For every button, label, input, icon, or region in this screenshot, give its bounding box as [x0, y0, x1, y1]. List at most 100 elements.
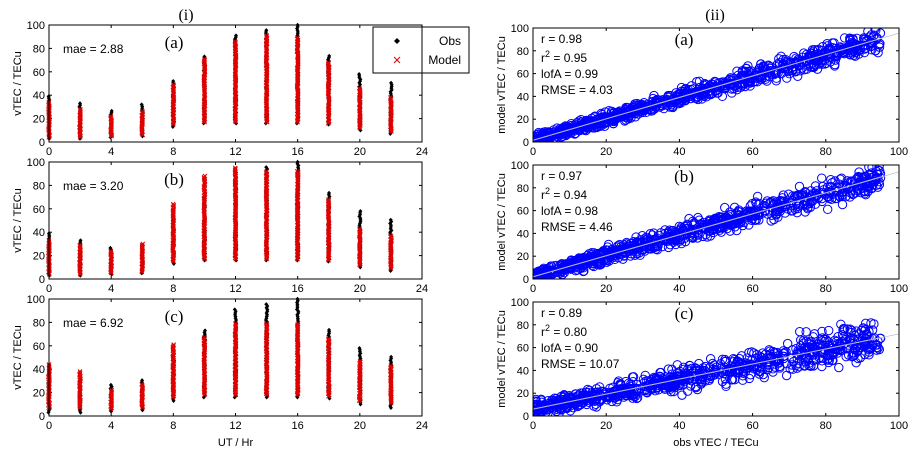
data-point: [752, 209, 763, 219]
stat-r2-sup: 2: [545, 186, 550, 196]
data-point: [773, 212, 783, 222]
model-marker: [326, 60, 331, 65]
data-point: [873, 182, 883, 192]
model-marker: [77, 106, 83, 112]
obs-marker: [358, 215, 363, 221]
obs-marker: [388, 89, 393, 94]
data-point: [845, 192, 855, 202]
data-point: [565, 126, 575, 137]
data-point: [775, 206, 785, 216]
data-point: [863, 178, 873, 189]
model-marker: [325, 386, 331, 392]
data-point: [832, 182, 842, 193]
data-point: [799, 65, 809, 75]
x-tick-label: 4: [108, 283, 114, 295]
x-tick-label: 16: [292, 146, 304, 158]
obs-marker: [264, 28, 269, 33]
model-marker: [108, 115, 114, 120]
y-tick-label: 0: [523, 411, 529, 423]
x-axis-label: obs vTEC / TECu: [673, 437, 758, 449]
stat-r: r = 0.97: [541, 169, 582, 183]
model-marker: [388, 364, 394, 370]
data-point: [656, 228, 666, 238]
data-point: [782, 73, 792, 83]
data-point: [704, 226, 714, 236]
model-marker: [202, 56, 207, 62]
panel-sublabel: (a): [165, 33, 184, 52]
y-tick-label: 40: [33, 90, 45, 102]
data-point: [820, 59, 830, 69]
obs-marker: [140, 378, 145, 383]
x-tick-label: 16: [292, 283, 304, 295]
model-marker: [108, 113, 114, 119]
data-point: [693, 230, 703, 240]
model-marker: [108, 249, 114, 255]
x-tick-label: 100: [890, 420, 908, 432]
obs-marker: [232, 191, 237, 196]
obs-marker: [295, 40, 300, 45]
x-tick-label: 12: [229, 146, 241, 158]
data-point: [849, 179, 860, 189]
model-marker: [170, 201, 176, 207]
obs-marker: [234, 33, 239, 38]
data-point: [734, 215, 745, 225]
model-marker: [233, 166, 238, 172]
stat-r2-sup: 2: [545, 49, 550, 59]
model-marker: [357, 86, 363, 92]
x-tick-label: 80: [820, 146, 832, 158]
data-point: [650, 102, 661, 112]
data-point: [863, 28, 873, 37]
data-point: [725, 74, 735, 84]
scatter-points: [533, 318, 899, 416]
data-point: [693, 94, 703, 105]
data-point: [738, 79, 748, 89]
y-tick-label: 100: [27, 20, 45, 32]
data-point: [590, 254, 600, 264]
data-point: [697, 94, 707, 104]
data-point: [613, 108, 624, 119]
data-point: [566, 119, 576, 129]
x-tick-label: 24: [416, 283, 428, 295]
data-point: [841, 191, 851, 202]
obs-marker: [232, 307, 237, 312]
model-marker: [388, 233, 394, 239]
data-point: [608, 251, 619, 261]
data-point: [661, 236, 672, 246]
model-marker: [202, 57, 207, 63]
axes-frame: [532, 164, 900, 280]
data-point: [763, 60, 774, 70]
model-marker: [139, 382, 145, 387]
x-tick-label: 100: [890, 146, 908, 158]
model-marker: [357, 359, 363, 365]
y-tick-label: 40: [33, 364, 45, 376]
model-marker: [232, 179, 238, 185]
data-point: [546, 261, 557, 271]
model-marker: [77, 370, 83, 376]
data-point: [788, 193, 799, 204]
model-marker: [326, 197, 331, 202]
x-tick-label: 4: [108, 146, 114, 158]
mae-annotation: mae = 3.20: [63, 179, 124, 193]
data-point: [713, 215, 723, 225]
y-tick-label: 80: [33, 43, 45, 55]
data-point: [722, 219, 732, 229]
y-tick-label: 60: [33, 341, 45, 353]
data-point: [716, 213, 726, 223]
model-marker: [356, 85, 362, 91]
stat-rmse: RMSE = 4.03: [541, 83, 613, 97]
obs-marker: [357, 80, 362, 86]
data-point: [727, 79, 737, 89]
y-tick-label: 100: [511, 160, 529, 172]
data-point: [824, 186, 834, 197]
data-point: [664, 225, 675, 235]
obs-marker: [77, 104, 82, 110]
data-point: [873, 47, 883, 58]
data-point: [756, 59, 766, 69]
data-point: [822, 204, 833, 215]
data-point: [710, 213, 720, 224]
data-point: [533, 132, 543, 142]
data-point: [870, 45, 881, 56]
